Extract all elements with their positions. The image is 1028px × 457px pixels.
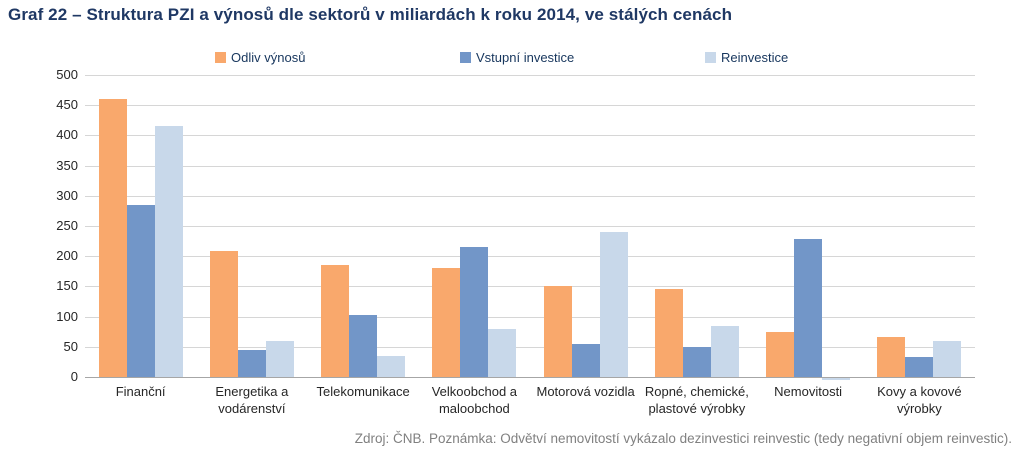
bar [571,344,600,377]
x-category-label: Nemovitosti [774,384,843,399]
x-axis-line [85,377,975,378]
legend-swatch-icon [705,52,716,63]
y-tick-label: 150 [56,278,78,294]
bar [209,251,238,377]
bar [265,341,294,377]
bar [237,350,266,377]
legend-label: Reinvestice [721,50,789,65]
bar [377,356,406,377]
bar [766,331,795,377]
bar [321,265,350,377]
bar [654,288,683,377]
legend-item: Vstupní investice [460,50,574,65]
gridline [85,286,975,288]
gridline [85,165,975,167]
bar [432,268,461,377]
gridline [85,316,975,318]
gridline [85,135,975,137]
bar [460,247,489,377]
bar [877,337,906,377]
x-category-label: Telekomunikace [316,384,410,399]
x-category-label: Finanční [115,384,166,399]
legend-item: Reinvestice [705,50,788,65]
legend-swatch-icon [460,52,471,63]
x-category-label: Kovy a kovové výrobky [877,384,962,416]
gridline [85,75,975,76]
gridline [85,256,975,258]
y-tick-label: 450 [56,97,78,113]
bar [126,204,155,377]
bar [349,314,378,377]
bar [905,357,934,377]
bar [794,239,823,377]
x-category-label: Ropné, chemické, plastové výrobky [644,384,749,416]
y-tick-label: 400 [56,127,78,143]
x-category-label: Energetika a vodárenství [215,384,289,416]
x-category-label: Motorová vozidla [536,384,635,399]
y-tick-label: 100 [56,308,78,324]
y-tick-label: 350 [56,157,78,173]
gridline [85,346,975,348]
bar [599,232,628,377]
legend-label: Vstupní investice [476,50,575,65]
y-tick-label: 250 [56,218,78,233]
bar [933,340,962,377]
bar [488,328,517,377]
y-tick-label: 200 [56,248,78,264]
bar [154,126,183,377]
bar [822,378,851,381]
legend-label: Odliv výnosů [231,50,306,65]
legend-swatch-icon [215,52,226,63]
y-tick-label: 300 [56,187,78,203]
bar [98,99,127,377]
source-note: Zdroj: ČNB. Poznámka: Odvětví nemovitost… [354,431,1012,446]
bar [710,325,739,377]
y-tick-label: 500 [56,67,78,82]
gridline [85,105,975,107]
y-tick-label: 50 [63,338,78,354]
bar [682,346,711,377]
legend-item: Odliv výnosů [215,50,305,65]
chart-legend: Odliv výnosů Vstupní investice Reinvestice [0,50,1028,68]
gridline [85,195,975,197]
x-category-label: Velkoobchod a maloobchod [431,384,518,416]
bar [543,286,572,377]
y-tick-label: 0 [70,369,78,384]
chart-title: Graf 22 – Struktura PZI a výnosů dle sek… [8,5,733,24]
gridline [85,226,975,227]
